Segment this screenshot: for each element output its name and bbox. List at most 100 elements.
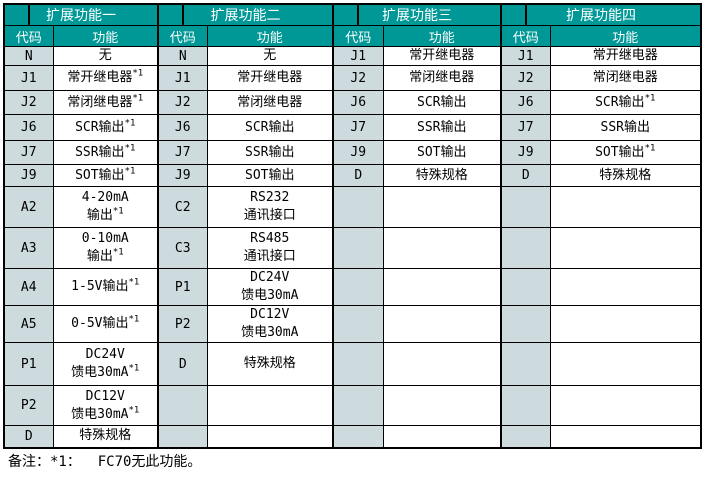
code-cell: D (157, 342, 208, 386)
code-cell: J1 (157, 65, 208, 91)
footnote-marker: *1 (128, 277, 140, 288)
code-cell: P1 (157, 268, 208, 306)
function-cell: SSR输出*1 (52, 140, 159, 165)
function-cell: 常开继电器 (206, 65, 334, 91)
table-body: N 无 N 无 J1 常开继电器 J1 常开继电器 J1 常开继电器*1 J1 常开继电器 J2 常闭继电… (3, 46, 702, 448)
footnote-marker: *1 (112, 206, 124, 217)
function-cell: SSR输出 (549, 114, 702, 141)
code-cell: A2 (3, 186, 54, 228)
function-cell: 常闭继电器 (549, 65, 702, 91)
table-row: J6 SCR输出*1 J6 SCR输出 J7 SSR输出 J7 SSR输出 (3, 114, 702, 141)
footnote-marker: *1 (124, 166, 136, 177)
function-cell: SSR输出 (382, 114, 502, 141)
code-cell: J7 (332, 114, 384, 141)
footnote-marker: *1 (644, 143, 656, 154)
function-cell (382, 186, 502, 228)
function-cell: 常开继电器 (549, 46, 702, 66)
code-cell: D (332, 164, 384, 187)
function-cell: 特殊规格 (549, 164, 702, 187)
function-cell (549, 385, 702, 426)
function-cell: SSR输出 (206, 140, 334, 165)
code-cell: J1 (3, 65, 54, 91)
code-cell: J7 (3, 140, 54, 165)
footnote: 备注：*1： FC70无此功能。 (8, 454, 202, 470)
code-cell: J6 (3, 114, 54, 141)
function-cell: SOT输出 (206, 164, 334, 187)
table-row: A3 0-10mA 输出*1 C3 RS485 通讯接口 (3, 227, 702, 269)
code-cell (332, 385, 384, 426)
function-cell: RS485 通讯接口 (206, 227, 334, 269)
table-row: A4 1-5V输出*1 P1 DC24V 馈电30mA (3, 268, 702, 306)
code-cell: J2 (500, 65, 551, 91)
code-cell: J9 (157, 164, 208, 187)
code-cell (500, 186, 551, 228)
function-cell: SCR输出*1 (52, 114, 159, 141)
code-cell: J9 (332, 140, 384, 165)
code-cell (332, 227, 384, 269)
column-header-function: 功能 (52, 25, 159, 47)
section-title-cell: 扩展功能三 (332, 3, 502, 26)
function-cell: SOT输出*1 (52, 164, 159, 187)
code-cell: D (3, 425, 54, 448)
code-cell: P2 (3, 385, 54, 426)
function-cell (206, 385, 334, 426)
code-cell: A3 (3, 227, 54, 269)
code-cell (332, 342, 384, 386)
function-cell: 特殊规格 (52, 425, 159, 448)
code-cell: J2 (157, 90, 208, 115)
function-cell: SOT输出 (382, 140, 502, 165)
function-cell: SCR输出*1 (549, 90, 702, 115)
code-cell: C3 (157, 227, 208, 269)
function-cell (549, 227, 702, 269)
code-cell (332, 305, 384, 343)
code-cell (332, 186, 384, 228)
column-header-function: 功能 (549, 25, 702, 47)
code-cell (500, 425, 551, 448)
function-cell (382, 227, 502, 269)
table-row: J7 SSR输出*1 J7 SSR输出 J9 SOT输出 J9 SOT输出*1 (3, 140, 702, 165)
column-header-code: 代码 (157, 25, 208, 47)
table-row: A2 4-20mA 输出*1 C2 RS232 通讯接口 (3, 186, 702, 228)
extension-functions-table: 扩展功能一 扩展功能二 扩展功能三 扩展功能四 代码 功能 代码 功能 代码 功… (3, 3, 702, 449)
function-cell: 0-10mA 输出*1 (52, 227, 159, 269)
function-cell: DC12V 馈电30mA*1 (52, 385, 159, 426)
code-cell (500, 268, 551, 306)
function-cell: 1-5V输出*1 (52, 268, 159, 306)
function-cell (382, 425, 502, 448)
function-cell: 常闭继电器*1 (52, 90, 159, 115)
footnote-marker: *1 (112, 247, 124, 258)
function-cell: 常闭继电器 (382, 65, 502, 91)
code-cell: J1 (332, 46, 384, 66)
code-cell (157, 425, 208, 448)
function-cell: DC12V 馈电30mA (206, 305, 334, 343)
function-cell: 特殊规格 (206, 342, 334, 386)
function-cell (382, 385, 502, 426)
function-cell: 无 (206, 46, 334, 66)
footnote-marker: *1 (128, 314, 140, 325)
function-cell: 无 (52, 46, 159, 66)
column-header-function: 功能 (206, 25, 334, 47)
column-header-row: 代码 功能 代码 功能 代码 功能 代码 功能 (3, 25, 702, 47)
table-row: N 无 N 无 J1 常开继电器 J1 常开继电器 (3, 46, 702, 66)
code-cell: J9 (3, 164, 54, 187)
function-cell (549, 268, 702, 306)
code-cell: D (500, 164, 551, 187)
function-cell: SCR输出 (382, 90, 502, 115)
code-cell: J7 (157, 140, 208, 165)
footnote-marker: *1 (132, 93, 144, 104)
function-cell: DC24V 馈电30mA (206, 268, 334, 306)
code-cell: P2 (157, 305, 208, 343)
footnote-marker: *1 (128, 363, 140, 374)
function-cell (382, 305, 502, 343)
table-row: A5 0-5V输出*1 P2 DC12V 馈电30mA (3, 305, 702, 343)
code-cell (332, 268, 384, 306)
code-cell (500, 385, 551, 426)
function-cell: SOT输出*1 (549, 140, 702, 165)
column-header-function: 功能 (382, 25, 502, 47)
footnote-marker: *1 (128, 405, 140, 416)
code-cell (500, 227, 551, 269)
code-cell: J2 (332, 65, 384, 91)
function-cell: 常开继电器 (382, 46, 502, 66)
function-cell (382, 268, 502, 306)
